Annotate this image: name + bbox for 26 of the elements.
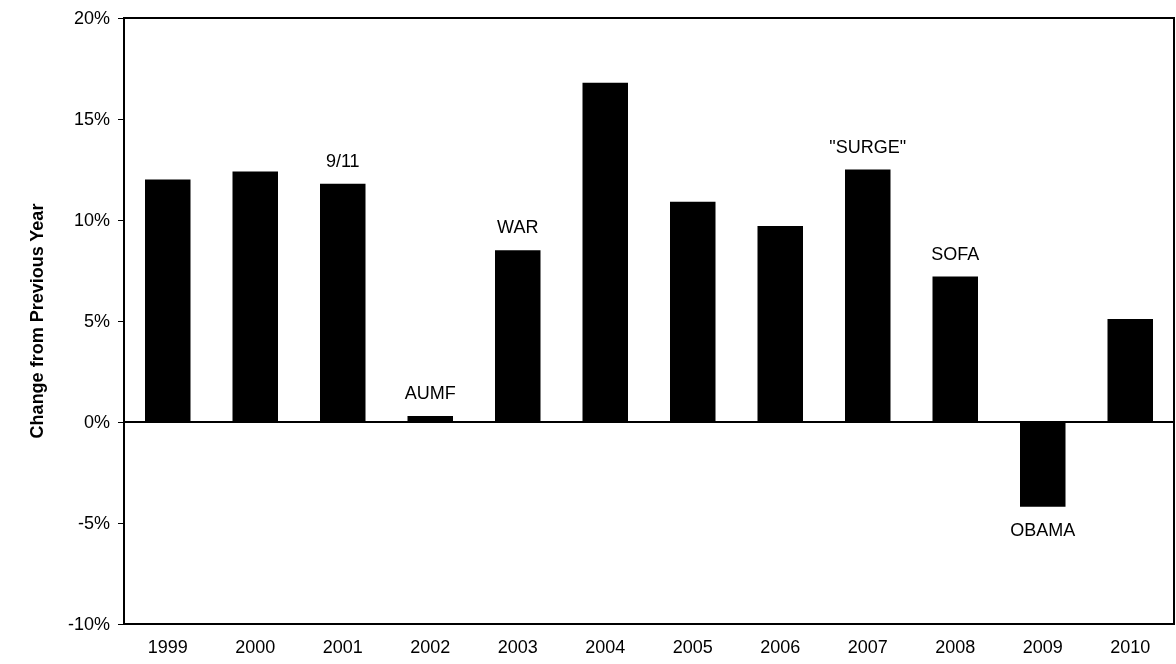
y-tick-label: 20%: [73, 8, 110, 28]
y-tick-label: 15%: [73, 109, 110, 129]
x-tick-label: 2006: [760, 637, 801, 657]
y-tick-label: 10%: [73, 210, 110, 230]
x-tick-label: 2000: [235, 637, 276, 657]
x-tick-label: 2010: [1110, 637, 1151, 657]
annotation: 9/11: [325, 150, 360, 171]
x-tick-label: 2002: [410, 637, 451, 657]
x-tick-label: 2005: [672, 637, 713, 657]
y-axis-title: Change from Previous Year: [27, 203, 47, 439]
annotation: OBAMA: [1010, 519, 1076, 540]
annotation: WAR: [497, 217, 539, 238]
y-tick-label: 5%: [83, 311, 110, 331]
annotation: AUMF: [404, 382, 456, 403]
x-tick-label: 2008: [935, 637, 976, 657]
x-tick-label: 2001: [322, 637, 363, 657]
x-tick-label: 2004: [585, 637, 626, 657]
x-tick-label: 2009: [1022, 637, 1063, 657]
x-tick-label: 2003: [497, 637, 538, 657]
x-tick-label: 1999: [147, 637, 188, 657]
annotation: "SURGE": [829, 136, 907, 157]
y-tick-label: -10%: [67, 614, 110, 634]
x-tick-label: 2007: [847, 637, 888, 657]
y-tick-label: 0%: [83, 412, 110, 432]
annotation: SOFA: [931, 243, 980, 264]
y-tick-label: -5%: [77, 513, 110, 533]
